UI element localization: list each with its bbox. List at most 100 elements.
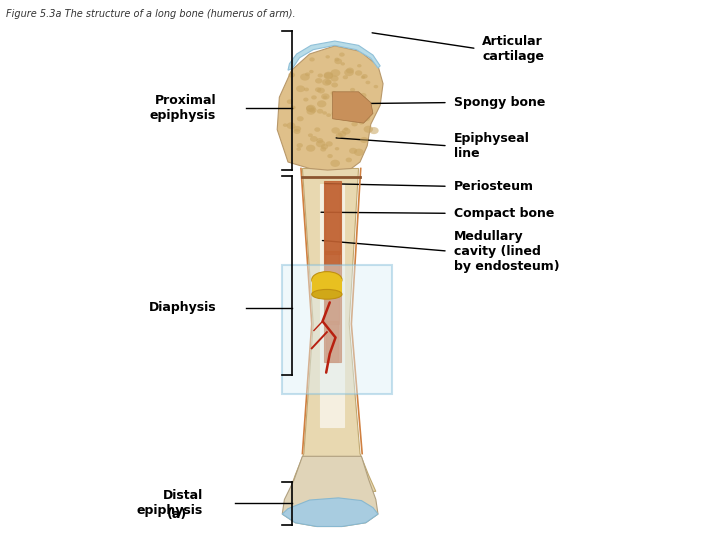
Circle shape bbox=[361, 76, 365, 79]
Circle shape bbox=[297, 143, 303, 148]
Circle shape bbox=[316, 138, 323, 143]
Circle shape bbox=[342, 128, 351, 134]
Circle shape bbox=[297, 147, 301, 151]
Polygon shape bbox=[325, 251, 339, 324]
Circle shape bbox=[309, 70, 314, 73]
Circle shape bbox=[318, 73, 323, 78]
Circle shape bbox=[325, 141, 333, 146]
Circle shape bbox=[310, 136, 318, 142]
Circle shape bbox=[339, 52, 345, 57]
Circle shape bbox=[306, 105, 314, 112]
Circle shape bbox=[343, 75, 348, 79]
Circle shape bbox=[316, 140, 325, 147]
Circle shape bbox=[309, 57, 315, 62]
Circle shape bbox=[291, 106, 296, 110]
Circle shape bbox=[331, 83, 338, 87]
Circle shape bbox=[303, 98, 308, 102]
Polygon shape bbox=[277, 46, 383, 170]
Circle shape bbox=[325, 55, 330, 58]
Circle shape bbox=[317, 109, 323, 113]
Circle shape bbox=[357, 64, 361, 68]
Polygon shape bbox=[320, 184, 344, 427]
Circle shape bbox=[305, 72, 310, 76]
Circle shape bbox=[322, 79, 331, 86]
Polygon shape bbox=[282, 498, 378, 526]
Circle shape bbox=[343, 127, 348, 131]
Circle shape bbox=[330, 91, 336, 95]
Circle shape bbox=[315, 87, 321, 92]
Polygon shape bbox=[326, 321, 338, 362]
Circle shape bbox=[304, 87, 309, 91]
Ellipse shape bbox=[312, 289, 342, 299]
Circle shape bbox=[361, 74, 368, 79]
Circle shape bbox=[350, 88, 355, 92]
Circle shape bbox=[294, 129, 300, 134]
Circle shape bbox=[297, 116, 304, 122]
Circle shape bbox=[333, 106, 338, 110]
Circle shape bbox=[346, 158, 352, 163]
Circle shape bbox=[338, 131, 346, 137]
Bar bbox=[312, 279, 342, 294]
Circle shape bbox=[346, 68, 354, 73]
Circle shape bbox=[306, 105, 315, 112]
Text: Periosteum: Periosteum bbox=[454, 180, 534, 193]
Circle shape bbox=[317, 87, 325, 93]
Circle shape bbox=[310, 107, 317, 113]
Circle shape bbox=[314, 127, 320, 132]
Circle shape bbox=[325, 80, 332, 85]
Circle shape bbox=[331, 127, 340, 134]
Circle shape bbox=[330, 76, 338, 82]
Polygon shape bbox=[324, 181, 341, 362]
Circle shape bbox=[361, 97, 366, 101]
Circle shape bbox=[307, 108, 315, 115]
Circle shape bbox=[361, 109, 370, 116]
Circle shape bbox=[330, 69, 341, 77]
Text: Medullary
cavity (lined
by endosteum): Medullary cavity (lined by endosteum) bbox=[454, 230, 559, 273]
Circle shape bbox=[344, 69, 354, 76]
Text: Epiphyseal
line: Epiphyseal line bbox=[454, 132, 529, 160]
Circle shape bbox=[287, 122, 295, 129]
Text: Articular
cartilage: Articular cartilage bbox=[482, 35, 544, 63]
Circle shape bbox=[324, 72, 333, 79]
Text: Proximal
epiphysis: Proximal epiphysis bbox=[150, 94, 216, 122]
Circle shape bbox=[324, 72, 333, 79]
Circle shape bbox=[323, 96, 328, 99]
Text: Diaphysis: Diaphysis bbox=[148, 301, 216, 314]
Circle shape bbox=[352, 116, 359, 120]
Circle shape bbox=[326, 113, 331, 117]
Circle shape bbox=[328, 154, 333, 158]
Circle shape bbox=[359, 121, 364, 125]
Circle shape bbox=[283, 123, 287, 127]
Circle shape bbox=[306, 145, 315, 152]
Text: Distal
epiphysis: Distal epiphysis bbox=[137, 489, 203, 517]
Circle shape bbox=[320, 147, 326, 152]
Circle shape bbox=[355, 70, 362, 76]
Polygon shape bbox=[288, 41, 380, 70]
Ellipse shape bbox=[312, 272, 342, 288]
Circle shape bbox=[294, 126, 301, 132]
Circle shape bbox=[308, 133, 313, 137]
Bar bbox=[282, 265, 392, 394]
Circle shape bbox=[364, 126, 373, 133]
Circle shape bbox=[342, 103, 348, 109]
Circle shape bbox=[323, 111, 327, 114]
Text: Spongy bone: Spongy bone bbox=[454, 96, 545, 109]
Circle shape bbox=[315, 78, 323, 84]
Polygon shape bbox=[289, 168, 376, 491]
Circle shape bbox=[330, 160, 340, 167]
Circle shape bbox=[361, 114, 370, 122]
Circle shape bbox=[335, 147, 339, 151]
Circle shape bbox=[351, 122, 358, 126]
Circle shape bbox=[300, 73, 310, 80]
Circle shape bbox=[287, 99, 293, 104]
Circle shape bbox=[296, 85, 305, 92]
Circle shape bbox=[334, 58, 339, 62]
Circle shape bbox=[332, 110, 341, 117]
Circle shape bbox=[366, 80, 370, 84]
Polygon shape bbox=[333, 92, 373, 123]
Circle shape bbox=[354, 148, 364, 156]
Circle shape bbox=[336, 133, 343, 138]
Circle shape bbox=[317, 100, 326, 107]
Text: Compact bone: Compact bone bbox=[454, 207, 554, 220]
Circle shape bbox=[332, 92, 341, 99]
